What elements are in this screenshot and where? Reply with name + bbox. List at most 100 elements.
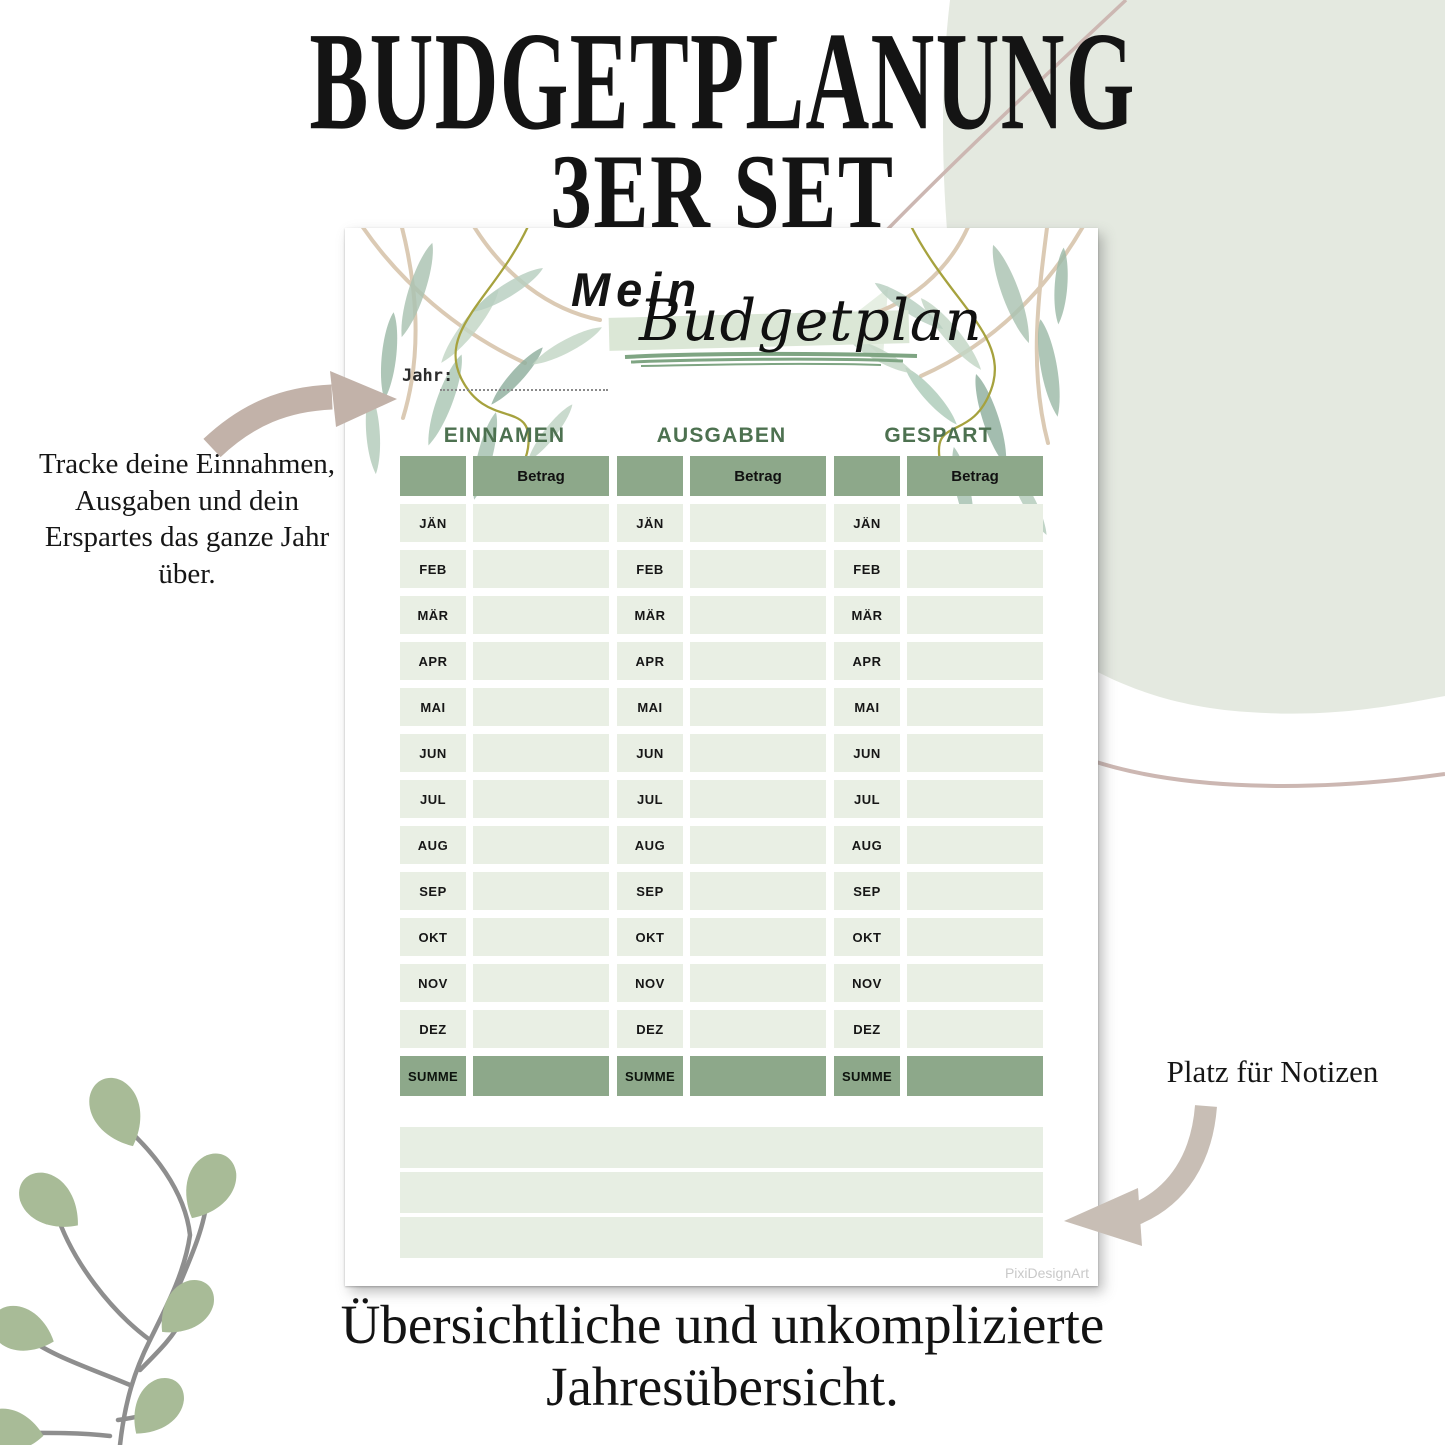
table-row: SEP: [617, 872, 826, 910]
doc-heading-budgetplan: Budgetplan: [639, 288, 983, 354]
amount-cell: [907, 642, 1043, 680]
table-row: OKT: [617, 918, 826, 956]
month-label: NOV: [400, 964, 466, 1002]
table-row: JÄN: [617, 504, 826, 542]
table-row: JUN: [834, 734, 1043, 772]
notes-row: [400, 1172, 1043, 1213]
amount-cell: [690, 780, 826, 818]
amount-cell: [907, 826, 1043, 864]
month-header-cell: [400, 456, 466, 496]
table-row: JÄN: [834, 504, 1043, 542]
title-line-2: 3ER SET: [550, 133, 895, 251]
table-row: FEB: [400, 550, 609, 588]
amount-cell: [690, 872, 826, 910]
sum-row: SUMME: [617, 1056, 826, 1096]
amount-cell: [690, 688, 826, 726]
month-label: AUG: [617, 826, 683, 864]
sum-amount-cell: [473, 1056, 609, 1096]
watermark: PixiDesignArt: [1004, 1265, 1089, 1281]
column-titles: EINNAMEN AUSGABEN GESPART: [400, 424, 1043, 448]
amount-header-cell: Betrag: [907, 456, 1043, 496]
amount-cell: [907, 780, 1043, 818]
amount-cell: [690, 826, 826, 864]
amount-cell: [690, 504, 826, 542]
doc-heading-mein: Mein: [571, 263, 703, 316]
amount-cell: [907, 964, 1043, 1002]
table-row: APR: [400, 642, 609, 680]
month-label: FEB: [617, 550, 683, 588]
table-row: MÄR: [834, 596, 1043, 634]
table-row: APR: [834, 642, 1043, 680]
page-title: BUDGETPLANUNG 3ER SET: [0, 10, 1445, 251]
amount-cell: [907, 596, 1043, 634]
table-row: DEZ: [400, 1010, 609, 1048]
table-row: JUN: [400, 734, 609, 772]
taupe-line-bottom: [1089, 758, 1445, 788]
table-row: DEZ: [834, 1010, 1043, 1048]
taupe-line-top: [883, 0, 1128, 234]
plant-decoration: [0, 1069, 246, 1445]
month-label: MÄR: [400, 596, 466, 634]
month-label: NOV: [834, 964, 900, 1002]
month-label: FEB: [400, 550, 466, 588]
amount-cell: [907, 688, 1043, 726]
amount-header-cell: Betrag: [690, 456, 826, 496]
month-label: APR: [400, 642, 466, 680]
amount-cell: [907, 504, 1043, 542]
table-row: JUL: [834, 780, 1043, 818]
table-row: JÄN: [400, 504, 609, 542]
table-row: NOV: [617, 964, 826, 1002]
budget-table-gespart: Betrag JÄN FEB MÄR APR MAI JUN JUL AUG SEP OKT NOV D…: [834, 456, 1043, 1104]
month-label: SEP: [834, 872, 900, 910]
table-row: DEZ: [617, 1010, 826, 1048]
sum-amount-cell: [907, 1056, 1043, 1096]
table-row: MAI: [834, 688, 1043, 726]
amount-cell: [473, 688, 609, 726]
month-label: OKT: [400, 918, 466, 956]
month-label: JUN: [617, 734, 683, 772]
column-title-ausgaben: AUSGABEN: [656, 424, 787, 447]
amount-cell: [690, 918, 826, 956]
right-annotation: Platz für Notizen: [1166, 1054, 1379, 1089]
sum-label: SUMME: [617, 1056, 683, 1096]
table-header-row: Betrag: [400, 456, 609, 496]
month-label: DEZ: [400, 1010, 466, 1048]
month-header-cell: [834, 456, 900, 496]
amount-cell: [473, 1010, 609, 1048]
brush-stroke: [624, 351, 918, 367]
table-row: SEP: [400, 872, 609, 910]
month-label: SEP: [400, 872, 466, 910]
amount-cell: [473, 918, 609, 956]
column-title-einnamen: EINNAMEN: [443, 424, 566, 447]
table-row: SEP: [834, 872, 1043, 910]
table-row: AUG: [617, 826, 826, 864]
table-row: AUG: [834, 826, 1043, 864]
month-label: AUG: [834, 826, 900, 864]
year-label: Jahr:: [402, 366, 454, 386]
amount-cell: [473, 734, 609, 772]
month-label: MAI: [617, 688, 683, 726]
table-row: APR: [617, 642, 826, 680]
month-label: JÄN: [400, 504, 466, 542]
table-row: MÄR: [400, 596, 609, 634]
sum-label: SUMME: [400, 1056, 466, 1096]
amount-cell: [690, 734, 826, 772]
budget-table-einnamen: Betrag JÄN FEB MÄR APR MAI JUN JUL AUG SEP OKT NOV D…: [400, 456, 609, 1104]
table-row: OKT: [400, 918, 609, 956]
amount-cell: [690, 596, 826, 634]
budget-plan-page: Mein Budgetplan Jahr: EINNAMEN AUSGABEN …: [345, 228, 1098, 1286]
amount-cell: [473, 642, 609, 680]
table-row: NOV: [400, 964, 609, 1002]
table-row: NOV: [834, 964, 1043, 1002]
month-label: OKT: [617, 918, 683, 956]
budget-table-ausgaben: Betrag JÄN FEB MÄR APR MAI JUN JUL AUG SEP OKT NOV D…: [617, 456, 826, 1104]
month-label: OKT: [834, 918, 900, 956]
table-header-row: Betrag: [834, 456, 1043, 496]
table-row: FEB: [834, 550, 1043, 588]
month-label: APR: [834, 642, 900, 680]
amount-cell: [473, 964, 609, 1002]
column-title-gespart: GESPART: [884, 424, 993, 447]
month-label: JUN: [400, 734, 466, 772]
month-label: JUL: [400, 780, 466, 818]
watercolor-leaves-top-left: [361, 228, 606, 502]
